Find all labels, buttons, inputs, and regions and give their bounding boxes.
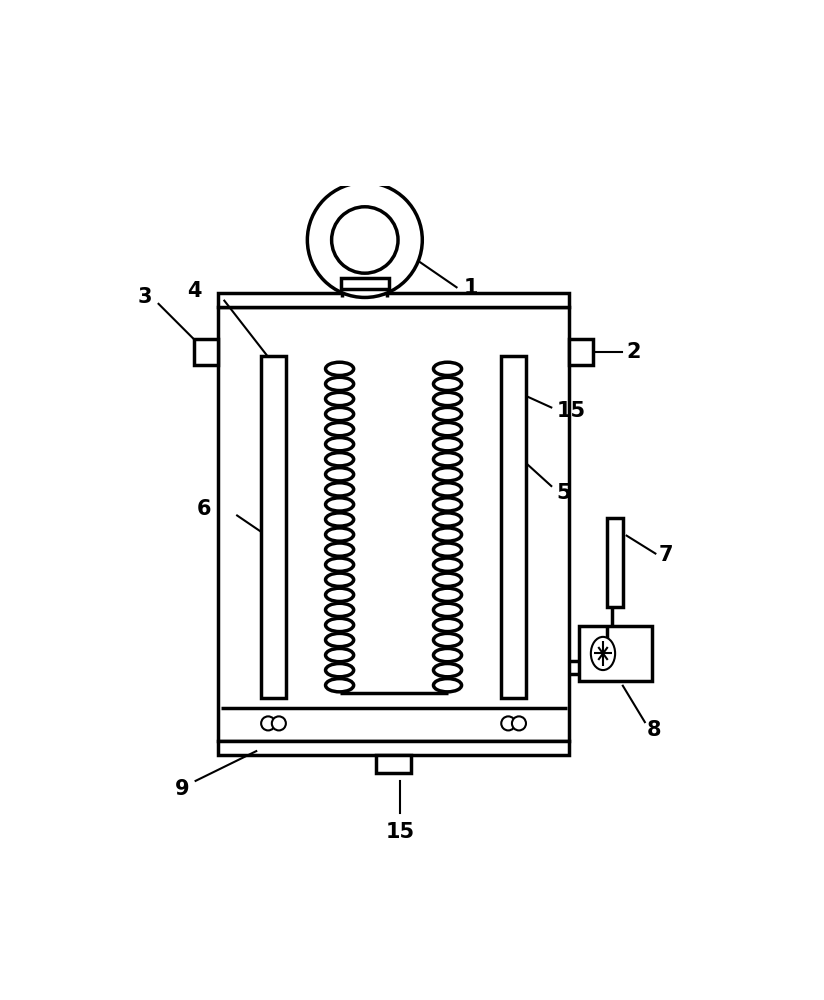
Ellipse shape — [591, 637, 616, 670]
Ellipse shape — [433, 633, 461, 647]
Text: 3: 3 — [138, 287, 152, 307]
Circle shape — [512, 716, 526, 730]
Bar — [341, 278, 389, 289]
Ellipse shape — [433, 513, 461, 526]
Text: 1: 1 — [464, 278, 478, 298]
Ellipse shape — [433, 392, 461, 406]
Bar — [218, 293, 569, 307]
Bar — [218, 307, 569, 741]
Ellipse shape — [325, 453, 353, 466]
Ellipse shape — [433, 438, 461, 451]
Ellipse shape — [433, 558, 461, 571]
Text: 7: 7 — [658, 545, 673, 565]
Bar — [376, 755, 411, 773]
Bar — [218, 741, 569, 755]
Ellipse shape — [325, 618, 353, 632]
Bar — [502, 356, 526, 698]
Ellipse shape — [433, 453, 461, 466]
Ellipse shape — [433, 362, 461, 375]
Text: 15: 15 — [386, 822, 414, 842]
Text: 6: 6 — [197, 499, 212, 519]
Circle shape — [501, 716, 515, 730]
Ellipse shape — [325, 377, 353, 391]
Ellipse shape — [433, 664, 461, 677]
Ellipse shape — [433, 528, 461, 541]
Ellipse shape — [325, 558, 353, 571]
Ellipse shape — [433, 483, 461, 496]
Text: 15: 15 — [556, 401, 586, 421]
Ellipse shape — [325, 528, 353, 541]
Ellipse shape — [433, 648, 461, 662]
Ellipse shape — [433, 603, 461, 617]
Circle shape — [261, 716, 275, 730]
Ellipse shape — [325, 679, 353, 692]
Ellipse shape — [325, 498, 353, 511]
Ellipse shape — [325, 407, 353, 421]
Ellipse shape — [433, 573, 461, 586]
Ellipse shape — [325, 588, 353, 601]
Text: 5: 5 — [556, 483, 571, 503]
Bar — [607, 518, 624, 607]
Circle shape — [307, 183, 422, 297]
Ellipse shape — [325, 362, 353, 375]
Ellipse shape — [325, 573, 353, 586]
Circle shape — [331, 207, 398, 273]
Ellipse shape — [325, 513, 353, 526]
Ellipse shape — [325, 664, 353, 677]
Text: 4: 4 — [188, 281, 202, 301]
Ellipse shape — [325, 483, 353, 496]
Ellipse shape — [433, 407, 461, 421]
Text: 9: 9 — [175, 779, 190, 799]
Ellipse shape — [433, 588, 461, 601]
Ellipse shape — [433, 618, 461, 632]
Ellipse shape — [433, 498, 461, 511]
Ellipse shape — [325, 468, 353, 481]
Ellipse shape — [433, 422, 461, 436]
Bar — [261, 356, 286, 698]
Text: 2: 2 — [626, 342, 641, 362]
Ellipse shape — [325, 603, 353, 617]
Ellipse shape — [325, 422, 353, 436]
Ellipse shape — [433, 543, 461, 556]
Ellipse shape — [325, 648, 353, 662]
Ellipse shape — [433, 468, 461, 481]
Ellipse shape — [325, 633, 353, 647]
Bar — [194, 339, 218, 365]
Circle shape — [272, 716, 286, 730]
Ellipse shape — [325, 438, 353, 451]
Ellipse shape — [433, 679, 461, 692]
Text: 8: 8 — [646, 720, 661, 740]
Bar — [569, 339, 593, 365]
Ellipse shape — [433, 377, 461, 391]
Bar — [578, 626, 653, 681]
Ellipse shape — [325, 543, 353, 556]
Ellipse shape — [325, 392, 353, 406]
